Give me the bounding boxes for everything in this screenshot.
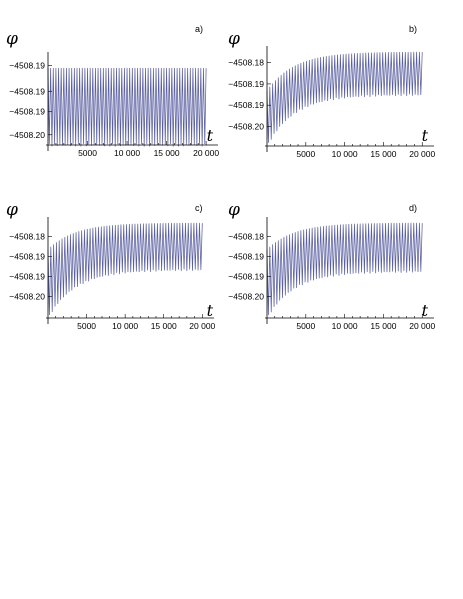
y-tick-label: −4508.20	[228, 291, 264, 301]
y-tick-label: −4508.19	[9, 86, 45, 96]
x-tick-label: 15 000	[370, 321, 396, 331]
y-tick-label: −4508.19	[228, 271, 264, 281]
x-axis-label: t	[422, 301, 429, 320]
y-tick-label: −4508.18	[9, 231, 45, 241]
x-tick-label: 15 000	[151, 321, 177, 331]
x-axis-label: t	[207, 301, 214, 320]
y-tick-label: −4508.18	[228, 58, 264, 68]
x-tick-label: 15 000	[154, 148, 180, 158]
x-tick-label: 10 000	[112, 321, 138, 331]
y-tick-label: −4508.19	[9, 251, 45, 261]
x-tick-label: 20 000	[409, 149, 435, 159]
panel-d: −4508.18 −4508.19 −4508.19 −4508.20 5000 10 0…	[228, 200, 436, 331]
x-tick-label: 10 000	[332, 321, 358, 331]
panel-label: b)	[409, 24, 417, 34]
series-line	[47, 222, 203, 316]
y-axis-label: φ	[6, 200, 18, 220]
y-tick-label: −4508.19	[228, 100, 264, 110]
y-tick-label: −4508.20	[228, 121, 264, 131]
x-tick-label: 5000	[78, 148, 97, 158]
series-line	[47, 67, 207, 147]
x-tick-label: 5000	[296, 321, 315, 331]
panel-c: −4508.18 −4508.19 −4508.19 −4508.20 5000 10 0…	[6, 200, 216, 331]
y-axis-label: φ	[6, 29, 18, 49]
series-line	[266, 51, 423, 143]
x-tick-label: 10 000	[332, 149, 358, 159]
x-tick-label: 5000	[77, 321, 96, 331]
x-tick-label: 5000	[296, 149, 315, 159]
panel-a: −4508.19 −4508.19 −4508.19 −4508.20 5000 10 0…	[6, 24, 219, 158]
y-axis-label: φ	[228, 29, 240, 49]
y-tick-label: −4508.19	[9, 61, 45, 71]
x-tick-label: 20 000	[193, 148, 219, 158]
x-axis-label: t	[422, 126, 429, 145]
panel-label: a)	[195, 24, 203, 34]
panel-label: c)	[195, 203, 203, 213]
x-tick-label: 20 000	[189, 321, 215, 331]
y-tick-label: −4508.19	[228, 251, 264, 261]
x-tick-label: 10 000	[114, 148, 140, 158]
x-tick-label: 15 000	[370, 149, 396, 159]
x-axis-label: t	[207, 126, 214, 145]
y-tick-label: −4508.20	[9, 130, 45, 140]
panel-label: d)	[409, 203, 417, 213]
x-tick-label: 20 000	[409, 321, 435, 331]
panel-b: −4508.18 −4508.19 −4508.19 −4508.20 5000 10 0…	[228, 24, 436, 159]
y-axis-label: φ	[228, 200, 240, 220]
y-tick-label: −4508.20	[9, 291, 45, 301]
series-line	[266, 222, 423, 316]
y-tick-label: −4508.19	[228, 79, 264, 89]
y-tick-label: −4508.19	[9, 271, 45, 281]
y-tick-label: −4508.18	[228, 231, 264, 241]
y-tick-label: −4508.19	[9, 107, 45, 117]
